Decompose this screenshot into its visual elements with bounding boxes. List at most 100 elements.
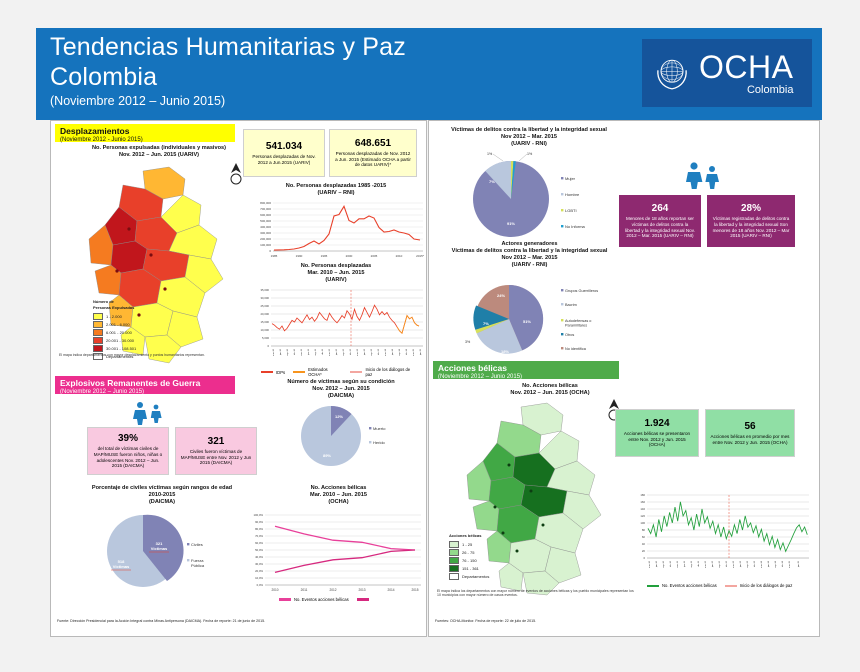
svg-text:mar-11: mar-11 bbox=[676, 560, 679, 568]
svg-text:40: 40 bbox=[642, 542, 646, 546]
svg-text:500,000: 500,000 bbox=[260, 219, 271, 223]
legend-item-dialogos: Inicio de los diálogos de paz bbox=[350, 367, 418, 377]
legend-item-idps: IDPs bbox=[261, 367, 285, 377]
stat-label: del total de víctimas civiles de MAP/MUS… bbox=[93, 445, 163, 469]
legend-label: 2.001 - 6.000 bbox=[106, 321, 130, 327]
svg-text:200,000: 200,000 bbox=[260, 237, 271, 241]
chart-title-line2: Víctimas de delitos contra la libertad y… bbox=[451, 248, 608, 254]
svg-text:300,000: 300,000 bbox=[260, 231, 271, 235]
stat-box-28pct: 28% Víctimas registradas de delitos cont… bbox=[707, 195, 795, 247]
legend-line bbox=[279, 598, 291, 601]
svg-text:jun-12: jun-12 bbox=[336, 348, 338, 356]
svg-text:dic-10: dic-10 bbox=[294, 348, 296, 355]
legend-line bbox=[724, 584, 737, 587]
chart-actores-pie: 51% 18% 3% 7% 24% Grupos Guerrilleros Ba… bbox=[465, 284, 598, 354]
svg-text:140: 140 bbox=[640, 507, 645, 511]
legend-swatch bbox=[93, 337, 103, 344]
chart-title-line3: (UARIV - RNI) bbox=[511, 141, 547, 147]
svg-text:Civiles: Civiles bbox=[191, 542, 203, 547]
svg-text:321: 321 bbox=[156, 541, 163, 546]
svg-text:2011: 2011 bbox=[301, 588, 308, 592]
svg-text:sep-11: sep-11 bbox=[315, 348, 317, 355]
svg-text:mar-10: mar-10 bbox=[272, 348, 275, 356]
svg-text:180: 180 bbox=[640, 493, 645, 497]
chart-title-displaced-1985-2015: No. Personas desplazadas 1985 -2015 (UAR… bbox=[251, 183, 421, 197]
svg-text:100: 100 bbox=[640, 521, 645, 525]
svg-text:30,000: 30,000 bbox=[260, 296, 269, 300]
svg-text:15,000: 15,000 bbox=[260, 320, 269, 324]
legend-label: 30.001 - 108.501 bbox=[106, 345, 137, 351]
svg-text:100,0%: 100,0% bbox=[254, 513, 264, 517]
svg-text:Pública: Pública bbox=[191, 563, 205, 568]
legend-label: Inicio de los diálogos de paz bbox=[365, 367, 411, 377]
stat-number: 264 bbox=[651, 202, 669, 214]
legend-swatch bbox=[449, 565, 459, 572]
chart-title-line4: (UARIV - RNI) bbox=[511, 262, 548, 268]
svg-text:mar-13: mar-13 bbox=[356, 348, 359, 356]
svg-text:sep-14: sep-14 bbox=[775, 560, 777, 567]
belic-map-legend: Acciones bélicas 1 - 25 26 - 75 76 - 150… bbox=[449, 533, 489, 581]
legend-title-line2: Personas Expulsadas bbox=[93, 305, 135, 310]
stat-number: 541.034 bbox=[265, 140, 303, 152]
stat-number: 648.651 bbox=[354, 137, 392, 149]
svg-text:1995: 1995 bbox=[321, 254, 328, 258]
section-title-erw: Explosivos Remanentes de Guerra bbox=[60, 378, 201, 388]
chart-title-line3: (UARIV) bbox=[325, 277, 347, 283]
svg-text:Víctimas: Víctimas bbox=[113, 564, 130, 569]
svg-text:600,000: 600,000 bbox=[260, 213, 271, 217]
legend-label: 6.001 - 20.000 bbox=[106, 329, 132, 335]
chart-title-line1: Víctimas de delitos contra la libertad y… bbox=[451, 127, 607, 133]
stat-label: Personas desplazadas de Nov. 2012 a Jun.… bbox=[252, 153, 316, 165]
legend-item: Departamentos bbox=[93, 353, 136, 360]
logo-country: Colombia bbox=[746, 83, 794, 96]
map-caption-line2: Nov. 2012 – Jun. 2015 (UARIV) bbox=[118, 152, 200, 158]
svg-text:dic-14: dic-14 bbox=[406, 348, 408, 355]
belic-map-footnote: El mapa indica los departamentos con may… bbox=[437, 589, 634, 597]
svg-text:0: 0 bbox=[269, 249, 271, 253]
chart-title-line1: No. Personas desplazadas bbox=[300, 263, 372, 269]
legend-swatch bbox=[93, 321, 103, 328]
chart-victim-status-pie: 12% 89% Muerto Herido bbox=[301, 405, 386, 466]
svg-text:jun-13: jun-13 bbox=[364, 348, 366, 356]
chart-title-line2: Nov. 2012 – Jun. 2015 bbox=[312, 386, 370, 392]
svg-text:20,000: 20,000 bbox=[260, 312, 269, 316]
svg-text:No identifica: No identifica bbox=[565, 347, 587, 351]
chart-title-actores: Actores generadores Víctimas de delitos … bbox=[437, 241, 622, 269]
svg-text:60: 60 bbox=[642, 535, 646, 539]
svg-text:80: 80 bbox=[642, 528, 646, 532]
legend-label: 151 - 361 bbox=[462, 565, 479, 571]
source-note-left: Fuente: Dirección Presidencial para la A… bbox=[57, 619, 266, 623]
svg-text:0: 0 bbox=[267, 344, 269, 348]
chart-title-victims-condition: Porcentaje de civiles víctimas según ran… bbox=[87, 485, 237, 506]
belic-chart-legend: No. Eventos acciones bélicas Inicio de l… bbox=[647, 583, 800, 588]
svg-text:40,0%: 40,0% bbox=[255, 555, 263, 559]
section-sub-desplazamientos: (Noviembre 2012 - Junio 2015) bbox=[60, 137, 143, 143]
svg-text:24%: 24% bbox=[497, 293, 505, 298]
svg-text:sep-12: sep-12 bbox=[719, 560, 721, 567]
legend-swatch bbox=[449, 541, 459, 548]
ocha-logo: OCHA Colombia bbox=[642, 39, 812, 107]
svg-text:Hombre: Hombre bbox=[565, 192, 580, 197]
svg-text:sep-14: sep-14 bbox=[399, 348, 401, 355]
svg-text:sep-11: sep-11 bbox=[691, 560, 693, 567]
legend-item: 2.001 - 6.000 bbox=[93, 321, 136, 328]
svg-text:160: 160 bbox=[640, 500, 645, 504]
chart-victims-condition-pie: 321 Víctimas 518 Víctimas Civiles Fuerza… bbox=[107, 514, 205, 587]
chart-title-line2: (UARIV – RNI) bbox=[317, 190, 355, 196]
svg-text:400,000: 400,000 bbox=[260, 225, 271, 229]
svg-text:100,000: 100,000 bbox=[260, 243, 271, 247]
svg-text:2015*: 2015* bbox=[416, 254, 425, 258]
svg-text:Paramilitares: Paramilitares bbox=[565, 324, 587, 328]
svg-text:51%: 51% bbox=[523, 319, 531, 324]
svg-text:Víctimas: Víctimas bbox=[151, 546, 168, 551]
legend-label: 76 - 150 bbox=[462, 557, 477, 563]
svg-text:70,0%: 70,0% bbox=[255, 534, 263, 538]
svg-text:2005: 2005 bbox=[371, 254, 378, 258]
svg-text:18%: 18% bbox=[501, 349, 509, 354]
svg-text:dic-12: dic-12 bbox=[350, 348, 352, 355]
svg-text:1%: 1% bbox=[487, 152, 493, 156]
legend-item: 20.001 - 30.000 bbox=[93, 337, 136, 344]
svg-text:mar-13: mar-13 bbox=[732, 560, 735, 568]
section-band-acciones-belicas: Acciones bélicas (Noviembre 2012 – Junio… bbox=[433, 361, 619, 380]
